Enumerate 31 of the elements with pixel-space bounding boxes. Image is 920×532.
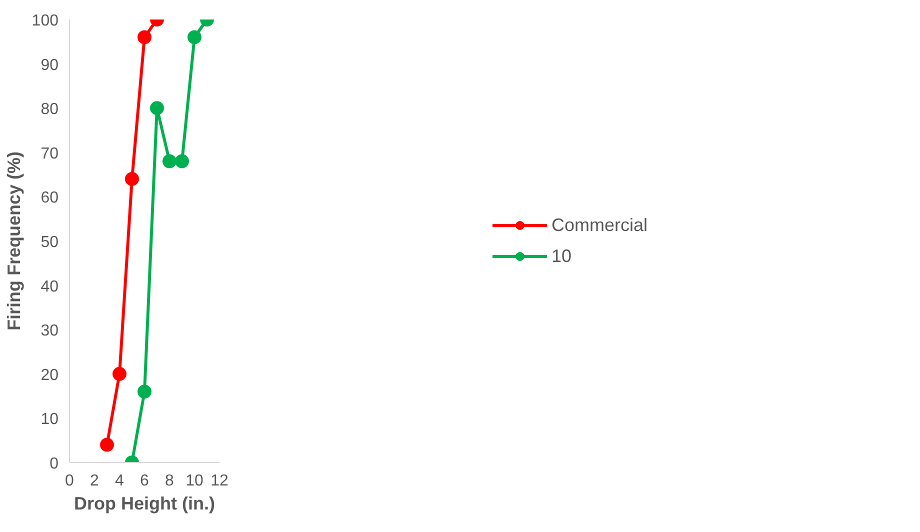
y-tick-label: 20 xyxy=(40,366,59,384)
x-tick-label: 12 xyxy=(210,472,228,490)
y-tick-label: 60 xyxy=(40,190,59,207)
point xyxy=(112,366,126,381)
x-tick-label: 4 xyxy=(115,472,124,490)
point xyxy=(162,154,176,168)
point xyxy=(125,172,139,186)
point xyxy=(150,101,164,116)
y-tick-label: 80 xyxy=(40,101,59,118)
x-tick-label: 2 xyxy=(90,472,100,490)
y-tick-label: 10 xyxy=(40,411,59,428)
x-tick-label: 6 xyxy=(140,472,150,490)
y-tick-label: 0 xyxy=(50,456,59,472)
point xyxy=(188,30,202,44)
point xyxy=(100,438,114,452)
x-tick-label: 8 xyxy=(165,472,174,490)
y-axis-title: Firing Frequency (%) xyxy=(4,151,24,331)
x-tick-label: 0 xyxy=(65,472,74,490)
point xyxy=(138,384,152,399)
y-tick-label: 70 xyxy=(40,145,59,162)
point xyxy=(175,154,189,168)
legend-label: 10 xyxy=(551,246,572,266)
y-tick-label: 90 xyxy=(40,56,59,74)
y-tick-label: 30 xyxy=(40,322,59,340)
point xyxy=(138,30,152,44)
y-tick-label: 50 xyxy=(40,234,59,251)
x-axis-title: Drop Height (in.) xyxy=(74,494,215,514)
y-tick-label: 100 xyxy=(32,12,59,30)
y-tick-label: 40 xyxy=(40,278,59,296)
x-tick-label: 10 xyxy=(186,472,204,490)
legend-label: Commercial xyxy=(551,214,648,236)
